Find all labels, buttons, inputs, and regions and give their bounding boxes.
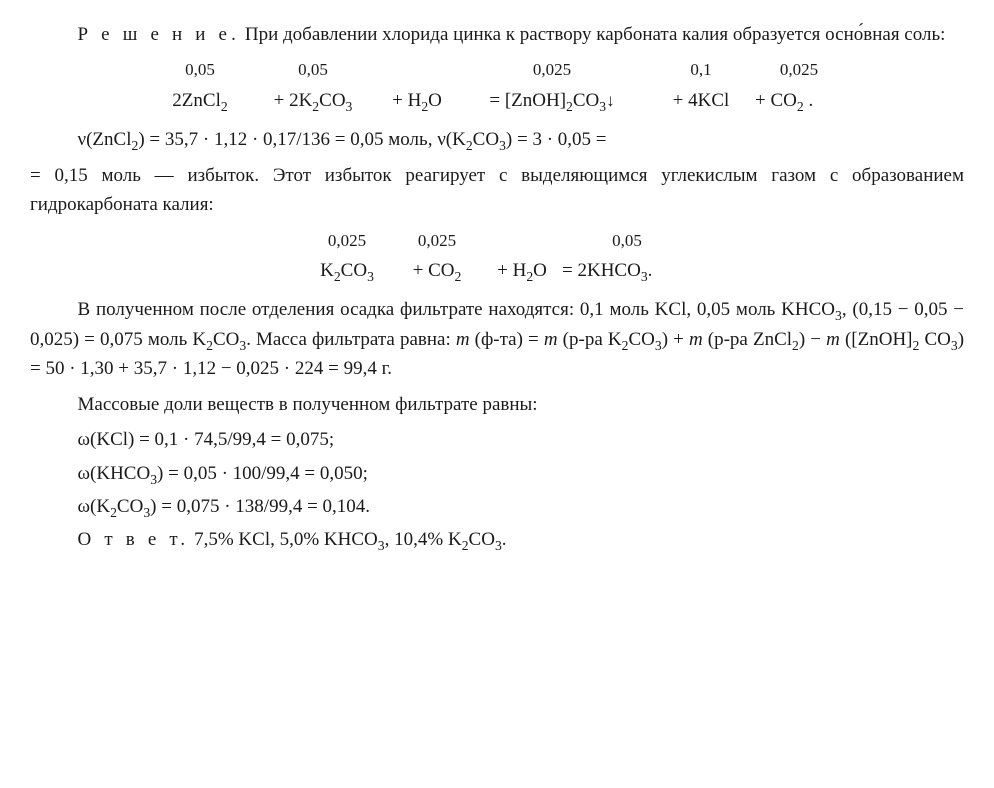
eq2-v3 xyxy=(482,228,562,254)
solution-intro: Р е ш е н и е. При добавлении хлорида ци… xyxy=(30,20,964,49)
eq2-t1: K2CO3 xyxy=(302,256,392,285)
eq2-t4: = 2KHCO3. xyxy=(562,256,692,285)
p3a: В полученном после отделения осадка филь… xyxy=(78,299,835,320)
equation-2: 0,025 0,025 0,05 K2CO3 + CO2 + H2O = 2KH… xyxy=(30,228,964,286)
p3j: (р-ра ZnCl xyxy=(703,329,792,350)
eq1-top-row: 0,05 0,05 0,025 0,1 0,025 xyxy=(30,57,964,83)
eq1-t5: + 4KCl xyxy=(647,86,755,115)
eq1-v3 xyxy=(377,57,457,83)
eq1-t4: = [ZnOH]2CO3 xyxy=(457,86,647,115)
ansb: , 10,4% K xyxy=(385,529,462,550)
eq1-t1: 2ZnCl2 xyxy=(151,86,249,115)
intro-text: При добавлении хлорида цинка к раствору … xyxy=(240,24,945,45)
p3d: . Масса фильтрата равна: xyxy=(246,329,456,350)
ansd: . xyxy=(502,529,507,550)
omega-k2co3: (K2CO3) = 0,075 · 138/99,4 = 0,104. xyxy=(30,492,964,521)
w2a: (KHCO xyxy=(90,463,150,484)
eq1-v5: 0,1 xyxy=(647,57,755,83)
omega-khco3: (KHCO3) = 0,05 · 100/99,4 = 0,050; xyxy=(30,459,964,488)
answer-lead: О т в е т. xyxy=(78,529,190,550)
eq1-v2: 0,05 xyxy=(249,57,377,83)
p3e4: m xyxy=(826,329,840,350)
ansc: CO xyxy=(469,529,495,550)
eq1-t6: + CO2 . xyxy=(755,86,843,115)
mass-fraction-intro: Массовые доли веществ в полученном фильт… xyxy=(30,390,964,419)
eq2-v2: 0,025 xyxy=(392,228,482,254)
omega-symbol-1 xyxy=(78,429,91,450)
ansa: 7,5% KCl, 5,0% KHCO xyxy=(189,529,377,550)
p3l: ([ZnOH] xyxy=(840,329,913,350)
eq1-main-row: 2ZnCl2 + 2K2CO3 + H2O = [ZnOH]2CO3 + 4KC… xyxy=(30,86,964,115)
p3i: ) + xyxy=(662,329,689,350)
eq2-v4: 0,05 xyxy=(562,228,692,254)
answer-line: О т в е т. 7,5% KCl, 5,0% KHCO3, 10,4% K… xyxy=(30,525,964,554)
omega-symbol-3 xyxy=(78,496,91,517)
p3h: CO xyxy=(628,329,654,350)
p3c: CO xyxy=(213,329,239,350)
eq1-v1: 0,05 xyxy=(151,57,249,83)
p3e2: m xyxy=(544,329,558,350)
equation-1: 0,05 0,05 0,025 0,1 0,025 2ZnCl2 + 2K2CO… xyxy=(30,57,964,115)
p2a: ν(ZnCl xyxy=(78,129,132,150)
p3g: (р-ра K xyxy=(558,329,622,350)
eq2-main-row: K2CO3 + CO2 + H2O = 2KHCO3. xyxy=(30,256,964,285)
omega-symbol-2 xyxy=(78,463,91,484)
w1a: (KCl) = 0,1 · 74,5/99,4 = 0,075; xyxy=(90,429,334,450)
p2d: ) = 3 · 0,05 = xyxy=(506,129,607,150)
eq2-v1: 0,025 xyxy=(302,228,392,254)
eq2-top-row: 0,025 0,025 0,05 xyxy=(30,228,964,254)
w3a: (K xyxy=(90,496,110,517)
omega-kcl: (KCl) = 0,1 · 74,5/99,4 = 0,075; xyxy=(30,425,964,454)
p2b: ) = 35,7 · 1,12 · 0,17/136 = 0,05 моль, … xyxy=(138,129,466,150)
p2c: CO xyxy=(473,129,499,150)
calc-para-1: ν(ZnCl2) = 35,7 · 1,12 · 0,17/136 = 0,05… xyxy=(30,125,964,154)
p3m: CO xyxy=(919,329,951,350)
p3f: (ф-та) = xyxy=(470,329,544,350)
w3c: ) = 0,075 · 138/99,4 = 0,104. xyxy=(150,496,370,517)
eq1-v4: 0,025 xyxy=(457,57,647,83)
calc-para-1b: = 0,15 моль — избыток. Этот избыток реаг… xyxy=(30,161,964,220)
lead-word: Р е ш е н и е. xyxy=(78,24,241,45)
p3e3: m xyxy=(689,329,703,350)
eq2-t3: + H2O xyxy=(482,256,562,285)
eq1-v6: 0,025 xyxy=(755,57,843,83)
eq2-t2: + CO2 xyxy=(392,256,482,285)
eq1-t2: + 2K2CO3 xyxy=(249,86,377,115)
eq1-t3: + H2O xyxy=(377,86,457,115)
p2e: = 0,15 моль — избыток. Этот избыток реаг… xyxy=(30,165,964,215)
p3e: m xyxy=(456,329,470,350)
p3k: ) − xyxy=(799,329,826,350)
w2b: ) = 0,05 · 100/99,4 = 0,050; xyxy=(157,463,368,484)
w3b: CO xyxy=(117,496,143,517)
filtrate-para: В полученном после отделения осадка филь… xyxy=(30,295,964,383)
